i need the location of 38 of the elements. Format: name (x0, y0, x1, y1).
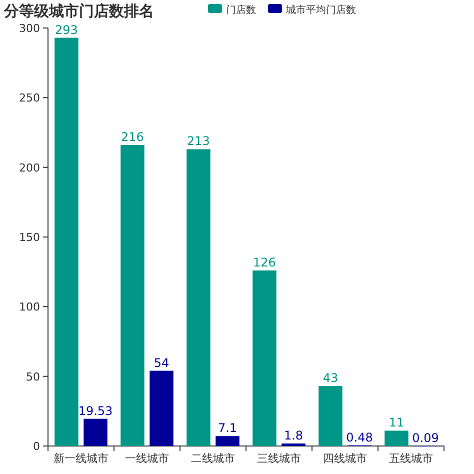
data-label: 7.1 (218, 421, 238, 436)
data-label: 126 (253, 255, 276, 270)
bar (120, 145, 144, 446)
bar (384, 430, 408, 446)
data-label: 216 (121, 130, 144, 144)
x-tick-label: 新一线城市 (54, 452, 108, 465)
data-label: 0.09 (412, 430, 439, 445)
data-label: 54 (154, 356, 170, 370)
data-label: 0.48 (346, 430, 373, 444)
bar (318, 386, 342, 446)
bar (150, 370, 174, 446)
data-label: 19.53 (78, 404, 113, 418)
y-tick-label: 250 (19, 92, 40, 105)
y-tick-label: 300 (19, 22, 40, 35)
y-tick-label: 0 (33, 440, 40, 453)
legend-label: 门店数 (226, 4, 256, 16)
x-tick-label: 四线城市 (323, 452, 367, 465)
data-label: 213 (187, 134, 210, 148)
bar (186, 149, 210, 446)
x-tick-label: 一线城市 (125, 452, 169, 465)
y-tick-label: 150 (19, 231, 40, 244)
data-label: 11 (388, 416, 404, 430)
bar (252, 270, 276, 446)
bar (216, 436, 240, 446)
x-tick-label: 二线城市 (191, 452, 235, 465)
bar (282, 443, 306, 446)
chart-title: 分等级城市门店数排名 (3, 2, 154, 20)
y-tick-label: 100 (19, 300, 40, 314)
data-label: 293 (55, 22, 78, 37)
x-tick-label: 五线城市 (389, 452, 433, 465)
bar (84, 418, 108, 446)
y-tick-label: 200 (19, 161, 40, 174)
x-tick-label: 三线城市 (257, 452, 301, 465)
data-label: 1.8 (284, 428, 304, 442)
bar (54, 38, 78, 446)
data-label: 43 (322, 371, 338, 386)
y-tick-label: 50 (26, 370, 40, 384)
legend-label: 城市平均门店数 (285, 4, 356, 16)
